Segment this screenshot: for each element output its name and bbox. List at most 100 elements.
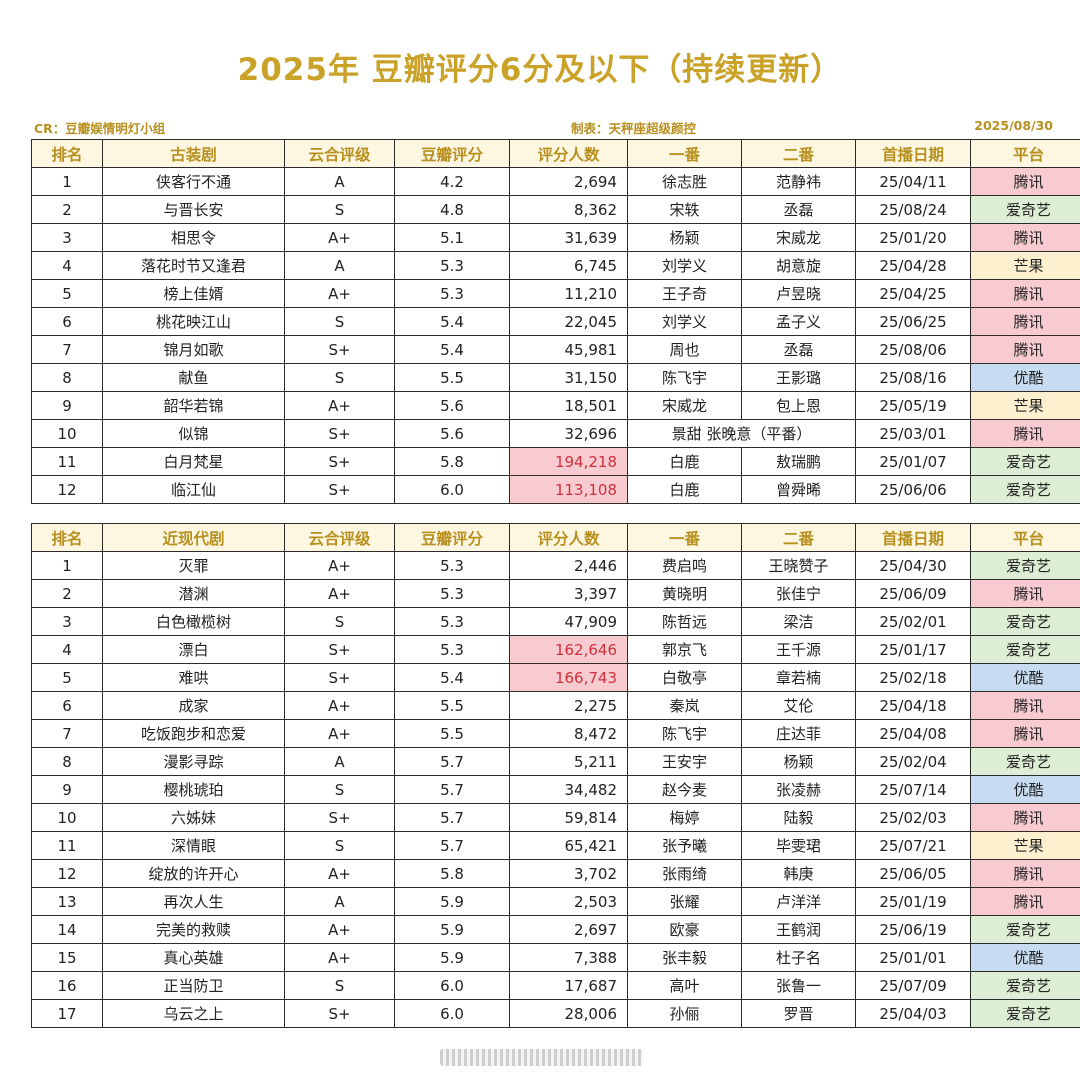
votes-cell: 2,503	[509, 887, 628, 916]
lead2-cell: 韩庚	[741, 859, 856, 888]
lead1-cell: 陈飞宇	[627, 719, 742, 748]
date-cell: 25/02/03	[855, 803, 971, 832]
table-row: 8 献鱼 S 5.5 31,150 陈飞宇 王影璐 25/08/16 优酷	[31, 363, 1080, 392]
rank-cell: 11	[31, 447, 103, 476]
score-cell: 5.8	[394, 447, 510, 476]
lead2-cell: 曾舜晞	[741, 475, 856, 504]
maker-label: 制表：天秤座超级颜控	[571, 121, 697, 136]
table-row: 17 乌云之上 S+ 6.0 28,006 孙俪 罗晋 25/04/03 爱奇艺	[31, 999, 1080, 1028]
votes-cell: 5,211	[509, 747, 628, 776]
title-cell: 白月梵星	[102, 447, 285, 476]
lead2-cell: 王影璐	[741, 363, 856, 392]
lead1-cell: 白敬亭	[627, 663, 742, 692]
date-cell: 25/04/18	[855, 691, 971, 720]
column-header: 云合评级	[284, 139, 395, 168]
date-cell: 25/04/30	[855, 551, 971, 580]
score-cell: 5.5	[394, 691, 510, 720]
table-header-row: 排名 近现代剧 云合评级 豆瓣评分 评分人数 一番 二番 首播日期 平台	[31, 523, 1080, 552]
grade-cell: A	[284, 887, 395, 916]
score-cell: 5.3	[394, 635, 510, 664]
watermark-bar	[440, 1049, 643, 1066]
date-cell: 25/07/14	[855, 775, 971, 804]
votes-cell: 162,646	[509, 635, 628, 664]
grade-cell: A	[284, 747, 395, 776]
table-row: 9 樱桃琥珀 S 5.7 34,482 赵今麦 张凌赫 25/07/14 优酷	[31, 775, 1080, 804]
leads-merged-cell: 景甜 张晚意（平番）	[627, 419, 856, 448]
grade-cell: S+	[284, 335, 395, 364]
score-cell: 5.9	[394, 887, 510, 916]
column-header: 一番	[627, 139, 742, 168]
title-cell: 侠客行不通	[102, 167, 285, 196]
date-cell: 25/01/19	[855, 887, 971, 916]
lead1-cell: 郭京飞	[627, 635, 742, 664]
lead1-cell: 杨颖	[627, 223, 742, 252]
title-cell: 潜渊	[102, 579, 285, 608]
table-row: 15 真心英雄 A+ 5.9 7,388 张丰毅 杜子名 25/01/01 优酷	[31, 943, 1080, 972]
lead1-cell: 秦岚	[627, 691, 742, 720]
lead1-cell: 赵今麦	[627, 775, 742, 804]
lead1-cell: 周也	[627, 335, 742, 364]
lead1-cell: 刘学义	[627, 251, 742, 280]
score-cell: 5.9	[394, 943, 510, 972]
lead2-cell: 梁洁	[741, 607, 856, 636]
title-cell: 献鱼	[102, 363, 285, 392]
date-cell: 25/01/07	[855, 447, 971, 476]
title-cell: 樱桃琥珀	[102, 775, 285, 804]
date-cell: 25/08/24	[855, 195, 971, 224]
votes-cell: 65,421	[509, 831, 628, 860]
rank-cell: 2	[31, 195, 103, 224]
grade-cell: S	[284, 363, 395, 392]
platform-cell: 腾讯	[970, 307, 1080, 336]
score-cell: 6.0	[394, 475, 510, 504]
lead2-cell: 宋威龙	[741, 223, 856, 252]
platform-cell: 腾讯	[970, 419, 1080, 448]
rank-cell: 9	[31, 775, 103, 804]
rank-cell: 12	[31, 859, 103, 888]
table-row: 10 六姊妹 S+ 5.7 59,814 梅婷 陆毅 25/02/03 腾讯	[31, 803, 1080, 832]
rank-cell: 14	[31, 915, 103, 944]
votes-cell: 6,745	[509, 251, 628, 280]
votes-cell: 8,362	[509, 195, 628, 224]
table-row: 1 侠客行不通 A 4.2 2,694 徐志胜 范静祎 25/04/11 腾讯	[31, 167, 1080, 196]
column-header: 评分人数	[509, 523, 628, 552]
title-cell: 榜上佳婿	[102, 279, 285, 308]
score-cell: 5.8	[394, 859, 510, 888]
date-cell: 25/02/04	[855, 747, 971, 776]
grade-cell: A+	[284, 223, 395, 252]
rank-cell: 10	[31, 419, 103, 448]
score-cell: 5.9	[394, 915, 510, 944]
column-header: 近现代剧	[102, 523, 285, 552]
rank-cell: 17	[31, 999, 103, 1028]
rank-cell: 12	[31, 475, 103, 504]
rank-cell: 5	[31, 663, 103, 692]
title-cell: 绽放的许开心	[102, 859, 285, 888]
votes-cell: 2,446	[509, 551, 628, 580]
table-row: 12 绽放的许开心 A+ 5.8 3,702 张雨绮 韩庚 25/06/05 腾讯	[31, 859, 1080, 888]
lead1-cell: 王安宇	[627, 747, 742, 776]
lead2-cell: 包上恩	[741, 391, 856, 420]
score-cell: 4.2	[394, 167, 510, 196]
column-header: 一番	[627, 523, 742, 552]
platform-cell: 爱奇艺	[970, 635, 1080, 664]
rank-cell: 4	[31, 635, 103, 664]
score-cell: 5.7	[394, 747, 510, 776]
title-cell: 再次人生	[102, 887, 285, 916]
grade-cell: S+	[284, 999, 395, 1028]
grade-cell: S+	[284, 447, 395, 476]
lead2-cell: 杨颖	[741, 747, 856, 776]
rank-cell: 13	[31, 887, 103, 916]
lead1-cell: 王子奇	[627, 279, 742, 308]
rank-cell: 4	[31, 251, 103, 280]
platform-cell: 爱奇艺	[970, 971, 1080, 1000]
column-header: 古装剧	[102, 139, 285, 168]
title-cell: 难哄	[102, 663, 285, 692]
platform-cell: 爱奇艺	[970, 475, 1080, 504]
date-cell: 25/07/21	[855, 831, 971, 860]
rank-cell: 6	[31, 691, 103, 720]
platform-cell: 腾讯	[970, 719, 1080, 748]
title-cell: 落花时节又逢君	[102, 251, 285, 280]
date-cell: 25/04/11	[855, 167, 971, 196]
rank-cell: 8	[31, 747, 103, 776]
score-cell: 4.8	[394, 195, 510, 224]
title-cell: 六姊妹	[102, 803, 285, 832]
